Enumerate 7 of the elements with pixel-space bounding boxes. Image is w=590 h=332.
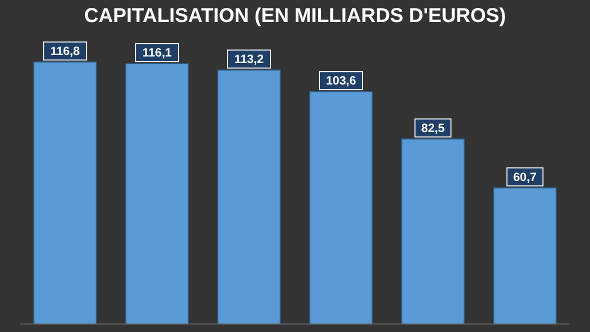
data-label: 116,1 — [142, 46, 172, 60]
data-label: 116,8 — [50, 44, 80, 58]
data-label: 60,7 — [513, 170, 537, 184]
data-label: 113,2 — [234, 52, 264, 66]
data-label: 82,5 — [421, 120, 445, 135]
data-label: 103,6 — [326, 74, 356, 88]
chart-title: CAPITALISATION (EN MILLIARDS D'EUROS) — [84, 5, 506, 27]
